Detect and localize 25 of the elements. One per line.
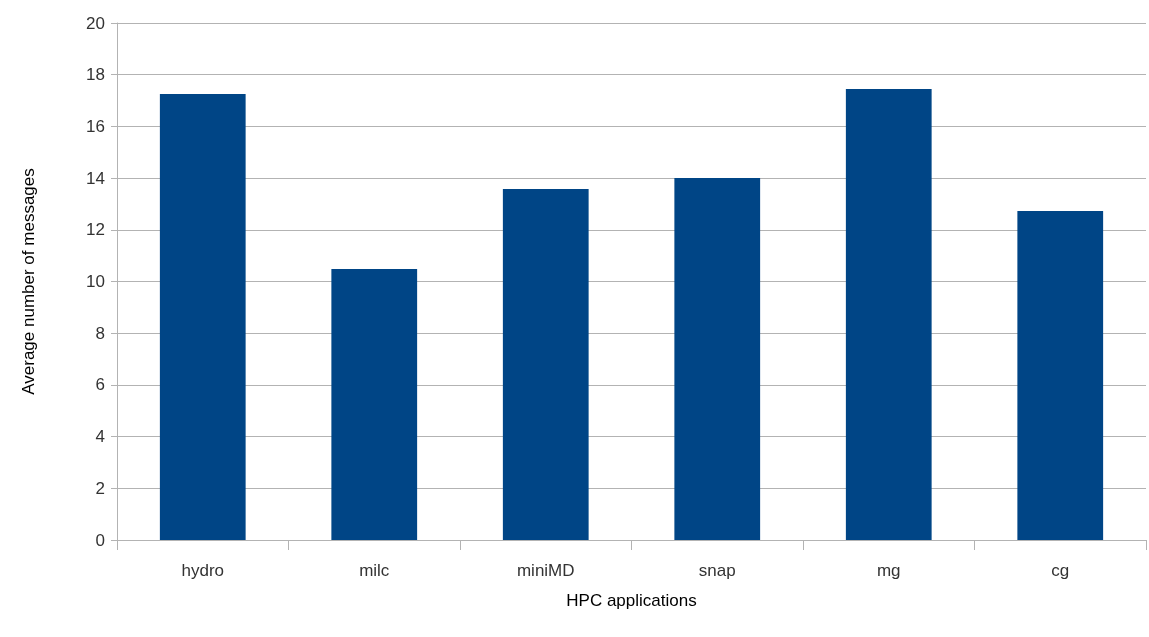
x-tick-label: snap [698, 561, 736, 580]
bar [331, 269, 418, 540]
y-tick-label: 18 [86, 65, 105, 85]
x-axis-title: HPC applications [566, 591, 697, 610]
bar [674, 178, 761, 540]
y-tick-label: 16 [86, 116, 105, 136]
y-tick-label: 4 [95, 427, 105, 447]
y-tick-label: 12 [86, 220, 105, 240]
x-tick-label: miniMD [516, 561, 575, 580]
y-tick-label: 0 [95, 530, 105, 550]
y-tick-label: 2 [95, 478, 105, 498]
y-tick-label: 14 [86, 168, 105, 188]
bar [502, 188, 589, 540]
bar [159, 94, 246, 540]
y-axis-title: Average number of messages [19, 168, 38, 395]
y-tick-label: 6 [95, 375, 105, 395]
y-tick-label: 8 [95, 323, 105, 343]
x-tick-label: cg [1051, 561, 1070, 580]
x-tick-label: hydro [181, 561, 225, 580]
x-tick-label: milc [359, 561, 390, 580]
y-tick-label: 10 [86, 272, 105, 291]
bar [845, 88, 932, 540]
x-tick-label: mg [876, 561, 901, 580]
y-tick-label: 20 [86, 13, 105, 33]
bar [1017, 210, 1104, 540]
